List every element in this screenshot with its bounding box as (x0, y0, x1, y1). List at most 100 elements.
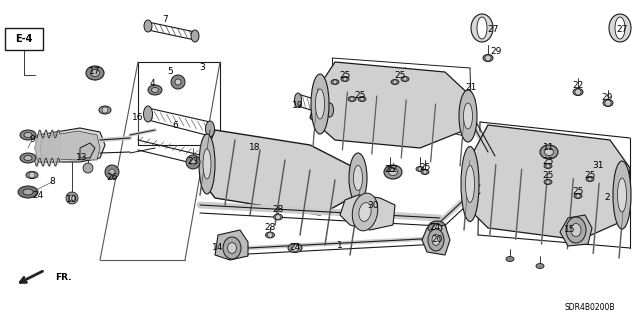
Circle shape (171, 75, 185, 89)
Ellipse shape (428, 221, 446, 235)
Ellipse shape (465, 166, 474, 203)
Text: 5: 5 (167, 68, 173, 77)
Ellipse shape (24, 132, 32, 137)
Ellipse shape (432, 234, 440, 246)
Text: 29: 29 (490, 48, 502, 56)
Polygon shape (40, 131, 100, 160)
Text: 8: 8 (49, 177, 55, 187)
Text: SDR4B0200B: SDR4B0200B (564, 303, 615, 313)
Ellipse shape (148, 85, 162, 95)
Ellipse shape (341, 77, 349, 81)
Circle shape (350, 97, 354, 101)
Ellipse shape (416, 167, 424, 172)
Text: 13: 13 (76, 153, 88, 162)
Ellipse shape (23, 189, 33, 195)
Text: 31: 31 (592, 160, 604, 169)
Text: 19: 19 (292, 100, 304, 109)
Ellipse shape (99, 106, 111, 114)
Circle shape (546, 180, 550, 184)
Text: 25: 25 (394, 70, 406, 79)
Ellipse shape (618, 178, 627, 212)
Ellipse shape (566, 217, 586, 243)
Ellipse shape (544, 180, 552, 184)
Ellipse shape (428, 224, 442, 233)
Circle shape (388, 167, 392, 171)
Circle shape (102, 107, 108, 113)
Polygon shape (138, 62, 220, 145)
Ellipse shape (144, 20, 152, 32)
Ellipse shape (358, 97, 366, 101)
Ellipse shape (391, 79, 399, 85)
Text: 25: 25 (419, 164, 431, 173)
Ellipse shape (20, 130, 36, 140)
Ellipse shape (384, 165, 402, 179)
Ellipse shape (273, 214, 282, 220)
Text: 18: 18 (249, 144, 260, 152)
Ellipse shape (352, 193, 378, 231)
Ellipse shape (26, 172, 38, 179)
Circle shape (109, 169, 115, 175)
Ellipse shape (191, 30, 199, 42)
Text: 7: 7 (162, 16, 168, 25)
Text: 27: 27 (487, 26, 499, 34)
Bar (5, 28, 43, 50)
Ellipse shape (386, 167, 394, 172)
Text: 12: 12 (387, 166, 399, 174)
Circle shape (186, 155, 200, 169)
Text: 25: 25 (584, 170, 596, 180)
Text: 23: 23 (188, 158, 198, 167)
Ellipse shape (294, 93, 301, 107)
Circle shape (393, 80, 397, 84)
Circle shape (105, 165, 119, 179)
Text: 28: 28 (272, 205, 284, 214)
Text: E-4: E-4 (15, 34, 33, 44)
Ellipse shape (461, 146, 479, 221)
Text: 11: 11 (543, 144, 555, 152)
Ellipse shape (348, 97, 356, 101)
Circle shape (333, 80, 337, 84)
Ellipse shape (421, 169, 429, 174)
Text: 26: 26 (106, 174, 118, 182)
Polygon shape (422, 225, 450, 255)
Circle shape (291, 244, 298, 251)
Text: 6: 6 (172, 121, 178, 130)
Polygon shape (200, 130, 365, 215)
Circle shape (576, 194, 580, 198)
Polygon shape (215, 230, 248, 260)
Text: 14: 14 (212, 243, 224, 253)
Ellipse shape (326, 103, 333, 117)
Ellipse shape (459, 90, 477, 142)
Ellipse shape (506, 256, 514, 262)
Ellipse shape (463, 103, 472, 129)
Text: 3: 3 (199, 63, 205, 72)
Text: 24: 24 (429, 224, 440, 233)
Text: 17: 17 (89, 68, 100, 77)
Ellipse shape (401, 77, 409, 81)
Ellipse shape (540, 145, 558, 159)
Ellipse shape (433, 225, 442, 232)
Polygon shape (465, 125, 630, 240)
Text: 25: 25 (339, 70, 351, 79)
Ellipse shape (199, 134, 215, 194)
Ellipse shape (615, 17, 625, 39)
Circle shape (175, 79, 181, 85)
Ellipse shape (86, 66, 104, 80)
Circle shape (29, 172, 35, 178)
Ellipse shape (90, 70, 99, 77)
Polygon shape (560, 215, 592, 246)
Circle shape (275, 214, 280, 219)
Ellipse shape (223, 237, 241, 259)
Circle shape (605, 100, 611, 106)
Ellipse shape (471, 14, 493, 42)
Ellipse shape (388, 168, 397, 175)
Ellipse shape (349, 153, 367, 203)
Ellipse shape (311, 74, 329, 134)
Ellipse shape (586, 176, 594, 182)
Ellipse shape (574, 194, 582, 198)
Circle shape (423, 170, 427, 174)
Circle shape (343, 77, 347, 81)
Ellipse shape (18, 186, 38, 198)
Ellipse shape (359, 203, 371, 221)
Text: 30: 30 (367, 201, 379, 210)
Ellipse shape (477, 17, 487, 39)
